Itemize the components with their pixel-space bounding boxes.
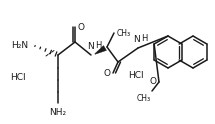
Text: O: O [78,22,85,31]
Text: HCl: HCl [128,72,144,80]
Polygon shape [95,46,106,54]
Text: H: H [141,34,147,43]
Text: N: N [134,35,140,44]
Text: N: N [88,42,94,51]
Text: CH₃: CH₃ [137,94,151,103]
Text: H: H [95,41,101,50]
Text: O: O [150,78,157,87]
Text: CH₃: CH₃ [117,29,131,37]
Text: O: O [103,68,110,78]
Text: H₂N: H₂N [11,41,28,49]
Text: HCl: HCl [10,73,26,81]
Text: NH₂: NH₂ [49,108,67,117]
